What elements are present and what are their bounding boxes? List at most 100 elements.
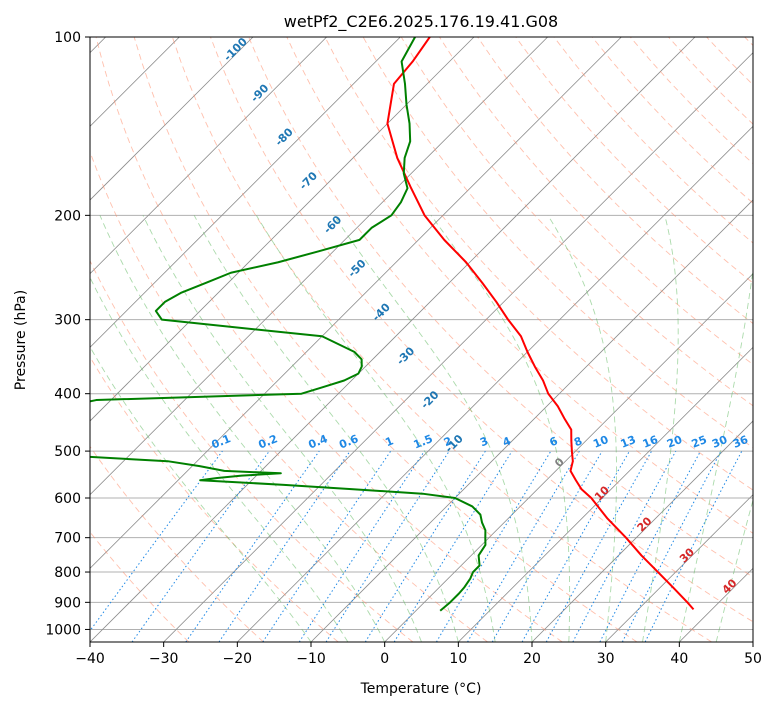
isotherm-line (90, 37, 475, 422)
x-tick-label: 30 (597, 651, 615, 667)
mixing-ratio-label: 20 (665, 433, 684, 451)
moist-adiabat-line (642, 215, 679, 642)
y-tick-label: 600 (54, 491, 81, 507)
temperature-annotation: 40 (720, 576, 740, 596)
y-tick-label: 1000 (45, 622, 81, 638)
y-axis-title: Pressure (hPa) (13, 290, 29, 390)
temperature-annotation: -60 (321, 213, 344, 236)
x-tick-label: −40 (75, 651, 105, 667)
moist-adiabat-line (99, 215, 386, 642)
y-tick-label: 300 (54, 313, 81, 329)
y-tick-label: 800 (54, 565, 81, 581)
mixing-ratio-label: 30 (710, 433, 729, 451)
moist-adiabat-line (333, 215, 533, 642)
isotherm-line (90, 37, 327, 275)
y-tick-label: 700 (54, 531, 81, 547)
dry-adiabat-line (90, 445, 264, 642)
mixing-ratio-label: 8 (572, 434, 584, 449)
isotherm-line (90, 37, 622, 569)
isotherm-line (384, 273, 753, 642)
pressure-gridlines (90, 37, 753, 630)
y-tick-label: 100 (54, 30, 81, 46)
mixing-ratio-label: 16 (641, 433, 660, 451)
dry-adiabat-line (90, 150, 488, 642)
dry-adiabat-line (324, 37, 753, 491)
mixing-ratio-line (218, 450, 351, 642)
dry-adiabat-line (286, 37, 753, 534)
mixing-ratio-line (393, 450, 513, 642)
x-tick-label: 50 (744, 651, 762, 667)
mixing-ratio-label: 10 (591, 433, 610, 451)
temperature-annotation: 30 (677, 545, 697, 565)
x-tick-label: −20 (223, 651, 253, 667)
mixing-ratio-line (435, 450, 552, 642)
isotherm-line (531, 420, 753, 642)
x-tick-label: 40 (670, 651, 688, 667)
y-tick-label: 200 (54, 208, 81, 224)
temperature-profile-line (386, 37, 695, 611)
dry-adiabats (90, 37, 753, 642)
y-tick-label: 500 (54, 444, 81, 460)
x-axis-title: Temperature (°C) (360, 681, 482, 697)
x-tick-label: 10 (449, 651, 467, 667)
chart-title: wetPf2_C2E6.2025.176.19.41.G08 (284, 12, 558, 32)
dry-adiabat-line (90, 356, 339, 642)
x-tick-label: −10 (296, 651, 326, 667)
dry-adiabat-line (744, 37, 753, 47)
dry-adiabat-line (133, 37, 638, 642)
isotherm-line (679, 567, 753, 642)
temperature-annotation: -90 (248, 81, 271, 104)
moist-adiabat-line (255, 215, 496, 642)
moist-adiabat-line (678, 266, 753, 642)
mixing-ratio-line (90, 450, 223, 632)
isotherm-line (90, 37, 548, 496)
x-axis: −40 −30 −20 −10 0 10 20 30 40 50 (75, 642, 762, 667)
y-tick-label: 400 (54, 387, 81, 403)
temperature-annotation: -40 (370, 300, 393, 323)
temperature-annotation: -70 (297, 169, 320, 192)
temperature-annotation: -30 (394, 344, 417, 367)
dry-adiabat-line (210, 37, 753, 623)
moist-adiabat-line (430, 215, 571, 642)
dry-adiabat-line (706, 37, 753, 86)
temperature-annotation: 0 (552, 455, 567, 470)
isotherm-line (310, 199, 753, 642)
mixing-ratio-label: 25 (690, 433, 709, 451)
x-tick-label: −30 (149, 651, 179, 667)
isotherm-line (90, 37, 401, 348)
mixing-ratio-line (325, 450, 450, 642)
mixing-ratio-line (572, 450, 677, 642)
isotherm-line (237, 125, 753, 642)
mixing-ratio-label: 3 (478, 434, 490, 449)
mixing-ratio-label: 0.4 (306, 432, 329, 451)
temperature-annotation: -100 (221, 35, 250, 64)
dry-adiabat-line (171, 37, 712, 642)
mixing-ratio-line (521, 450, 630, 642)
dry-adiabat-line (515, 37, 753, 284)
dewpoint-profile-line (90, 37, 487, 612)
temperature-annotation: -20 (418, 388, 441, 411)
moist-adiabat-line (142, 215, 422, 642)
mixing-ratio-label: 6 (548, 434, 560, 449)
mixing-ratio-line (364, 450, 486, 642)
mixing-ratio-label: 36 (731, 433, 750, 451)
isotherm-line (90, 37, 696, 642)
moist-adiabat-line (547, 215, 617, 642)
mixing-ratio-label: 13 (619, 433, 638, 451)
x-tick-label: 0 (380, 651, 389, 667)
plot-frame (89, 36, 754, 643)
isotherm-line (605, 494, 753, 642)
dry-adiabat-line (90, 259, 414, 642)
isotherm-line (90, 37, 254, 201)
y-tick-label: 900 (54, 595, 81, 611)
mixing-ratio-label: 0.1 (210, 432, 233, 451)
mixing-ratio-label: 1 (383, 434, 395, 449)
mixing-ratio-label: 2 (442, 434, 454, 449)
moist-adiabat-line (193, 215, 459, 642)
mixing-ratio-line (185, 450, 320, 642)
x-tick-label: 20 (523, 651, 541, 667)
temperature-annotation: 20 (635, 514, 655, 534)
plot-area: 0.1 0.2 0.4 0.6 1 1.5 2 3 4 6 8 10 13 16 20 25 30 36 -100… (90, 35, 753, 642)
mixing-ratio-line (545, 450, 653, 642)
